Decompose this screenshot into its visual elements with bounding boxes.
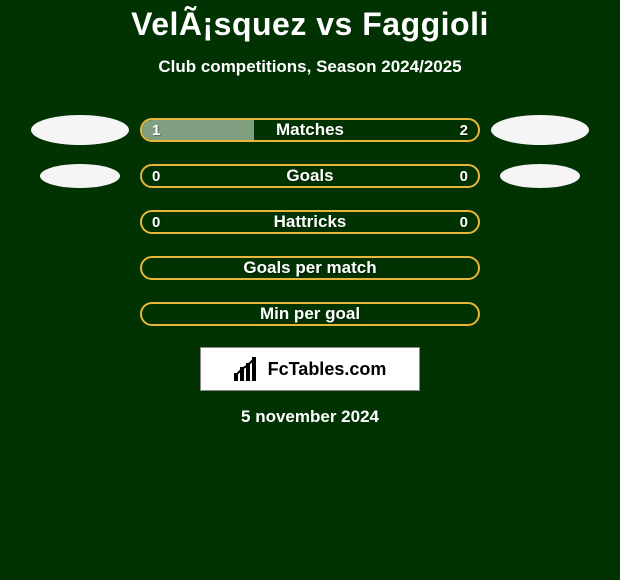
avatar-slot-left bbox=[20, 153, 140, 199]
stat-label: Hattricks bbox=[142, 212, 478, 232]
avatar-slot-right bbox=[480, 199, 600, 245]
avatar-slot-left bbox=[20, 291, 140, 337]
chart-icon bbox=[234, 357, 262, 381]
stat-row: Goals per match bbox=[0, 245, 620, 291]
stat-row: Min per goal bbox=[0, 291, 620, 337]
stat-rows: 12Matches 00Goals 00Hattricks Goals per mat… bbox=[0, 107, 620, 337]
source-badge: FcTables.com bbox=[200, 347, 420, 391]
avatar-slot-right bbox=[480, 245, 600, 291]
stat-bar: Min per goal bbox=[140, 302, 480, 326]
stat-label: Min per goal bbox=[142, 304, 478, 324]
avatar-slot-right bbox=[480, 153, 600, 199]
player-avatar-left bbox=[31, 115, 129, 145]
date-text: 5 november 2024 bbox=[0, 407, 620, 427]
avatar-slot-right bbox=[480, 107, 600, 153]
stat-label: Goals per match bbox=[142, 258, 478, 278]
stat-bar: Goals per match bbox=[140, 256, 480, 280]
stat-bar: 12Matches bbox=[140, 118, 480, 142]
player-avatar-right bbox=[491, 115, 589, 145]
stat-bar: 00Hattricks bbox=[140, 210, 480, 234]
page-title: VelÃ¡squez vs Faggioli bbox=[0, 6, 620, 43]
avatar-slot-left bbox=[20, 107, 140, 153]
avatar-slot-right bbox=[480, 291, 600, 337]
source-badge-text: FcTables.com bbox=[268, 359, 387, 380]
avatar-slot-left bbox=[20, 199, 140, 245]
comparison-card: VelÃ¡squez vs Faggioli Club competitions… bbox=[0, 0, 620, 580]
player-avatar-right bbox=[500, 164, 580, 188]
stat-label: Matches bbox=[142, 120, 478, 140]
stat-label: Goals bbox=[142, 166, 478, 186]
player-avatar-left bbox=[40, 164, 120, 188]
stat-bar: 00Goals bbox=[140, 164, 480, 188]
avatar-slot-left bbox=[20, 245, 140, 291]
page-subtitle: Club competitions, Season 2024/2025 bbox=[0, 57, 620, 77]
stat-row: 00Goals bbox=[0, 153, 620, 199]
stat-row: 00Hattricks bbox=[0, 199, 620, 245]
stat-row: 12Matches bbox=[0, 107, 620, 153]
